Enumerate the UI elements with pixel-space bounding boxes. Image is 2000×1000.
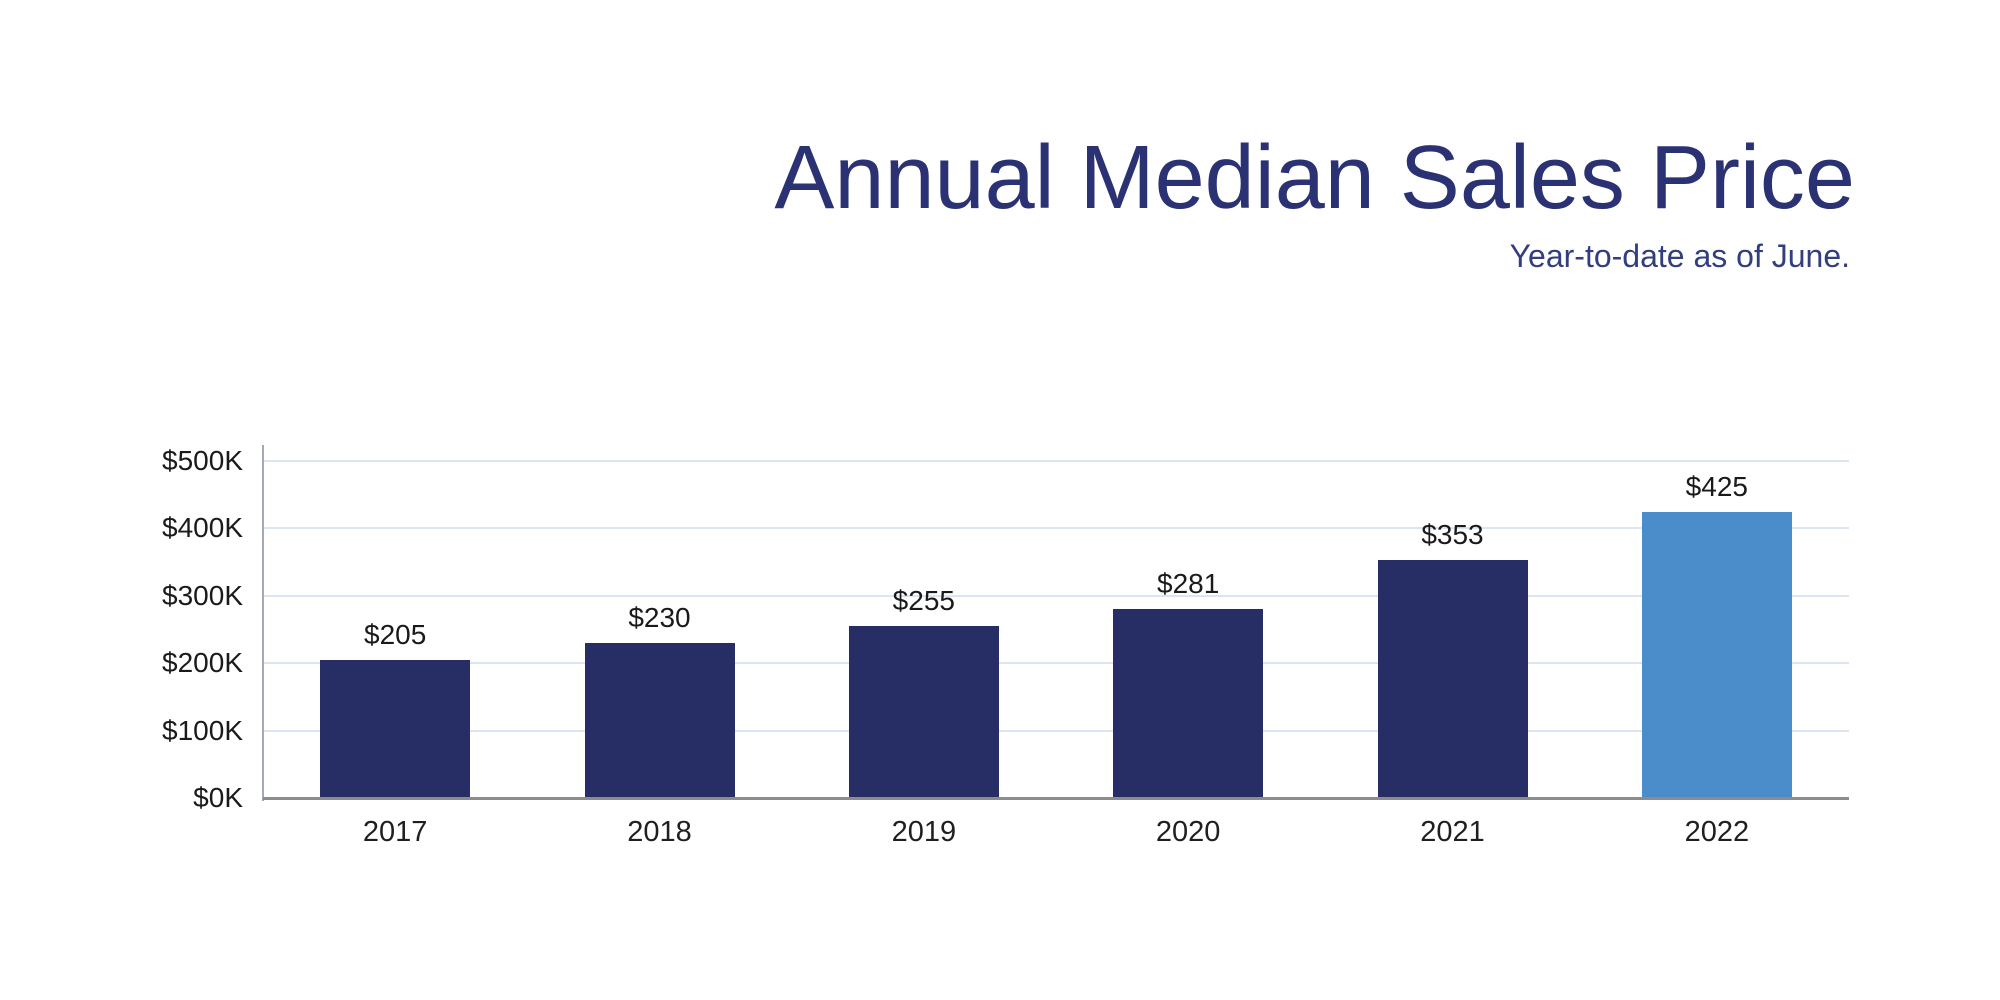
bar-value-label: $255	[892, 585, 955, 617]
y-axis-line	[262, 445, 264, 801]
y-axis-tick-label: $300K	[162, 579, 243, 611]
bar-value-label: $205	[364, 618, 427, 650]
gridline	[263, 460, 1849, 462]
x-axis-label: 2019	[891, 816, 957, 848]
y-axis-tick-label: $0K	[193, 782, 243, 813]
bar	[320, 659, 471, 798]
bar	[1113, 608, 1264, 798]
y-axis-tick-label: $500K	[162, 445, 243, 476]
x-axis-line	[263, 797, 1849, 800]
bar-value-label: $281	[1157, 567, 1220, 599]
x-axis-label: 2020	[1155, 816, 1221, 848]
chart-title: Annual Median Sales Price	[774, 128, 1855, 228]
bar-value-label: $425	[1685, 470, 1748, 502]
gridline	[263, 594, 1849, 597]
bar-value-label: $353	[1421, 519, 1484, 551]
bar	[1377, 560, 1528, 798]
bar	[584, 642, 735, 798]
x-axis-label: 2021	[1420, 816, 1485, 848]
gridline	[263, 662, 1849, 665]
bar	[1641, 511, 1792, 798]
y-axis-tick-label: $400K	[162, 512, 243, 544]
x-axis-label: 2018	[627, 816, 692, 848]
gridline	[263, 527, 1849, 530]
chart-subtitle: Year-to-date as of June.	[1509, 238, 1850, 274]
bar-value-label: $230	[628, 601, 691, 633]
y-axis-tick-label: $200K	[162, 647, 243, 679]
x-axis-label: 2017	[362, 816, 428, 848]
y-axis-tick-label: $100K	[162, 714, 243, 746]
gridline	[263, 729, 1849, 732]
x-axis-label: 2022	[1684, 816, 1750, 848]
bar	[848, 626, 999, 798]
